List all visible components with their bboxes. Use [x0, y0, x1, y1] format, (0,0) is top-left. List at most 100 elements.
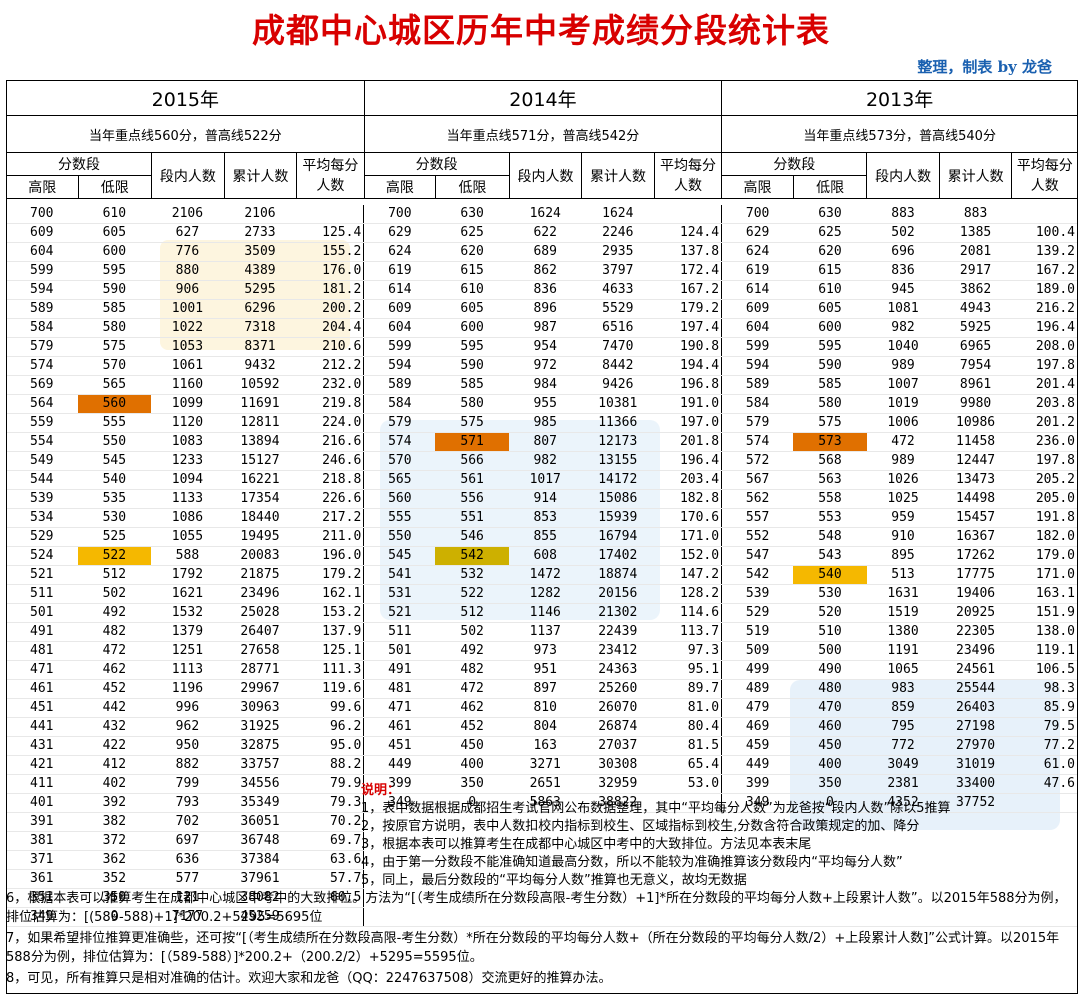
cell-2015-low: 590 [77, 280, 152, 300]
cell-2015-high: 604 [6, 242, 78, 262]
table-row: 411 402 799 34556 79.9 399 350 2651 32959 53.0 399… [6, 774, 1078, 794]
table-row: 381 372 697 36748 69.7 [6, 831, 1078, 851]
cell-2013-in-band: 772 [866, 736, 940, 756]
cell-2015-high: 529 [6, 527, 78, 547]
cell-2014-high: 501 [363, 641, 436, 661]
in-band-header: 段内人数 [866, 152, 940, 199]
cell-2013-high: 700 [721, 205, 794, 224]
cell-2013-high: 562 [721, 489, 794, 509]
cell-2013-in-band: 472 [866, 432, 940, 452]
cell-2013-avg: 100.4 [1011, 223, 1078, 243]
cell-2014-avg [654, 205, 723, 224]
cell-2014-low: 556 [435, 489, 509, 509]
cell-2015-high: 371 [6, 850, 78, 870]
cell-2014-avg: 196.8 [654, 375, 723, 395]
cell-2013-avg: 205.2 [1011, 470, 1078, 490]
cell-2015-avg: 95.0 [296, 736, 365, 756]
cell-2015-low: 362 [77, 850, 152, 870]
cell-2014-high: 511 [363, 622, 436, 642]
cell-2015-high: 569 [6, 375, 78, 395]
cell-2013-high: 609 [721, 299, 794, 319]
cell-2013-low: 500 [793, 641, 867, 661]
notes-area [363, 812, 1078, 927]
cell-2015-in-band: 1233 [151, 451, 224, 471]
cell-2013-cumulative: 24561 [939, 660, 1012, 680]
cell-2014-low: 350 [435, 774, 509, 794]
cell-2013-avg: 79.5 [1011, 717, 1078, 737]
cell-2014-in-band: 973 [508, 641, 582, 661]
cell-2013-in-band: 859 [866, 698, 940, 718]
cell-2015-cumulative: 6296 [223, 299, 297, 319]
low-header: 低限 [77, 175, 153, 199]
cell-2015-avg: 204.4 [296, 318, 365, 338]
cell-2014-cumulative: 26874 [581, 717, 655, 737]
cell-2013-avg: 197.8 [1011, 356, 1078, 376]
cell-2015-cumulative: 38082 [223, 888, 297, 908]
cell-2013-high: 539 [721, 584, 794, 604]
cell-2013-avg: 163.1 [1011, 584, 1078, 604]
cell-2015-cumulative: 9432 [223, 356, 297, 376]
cell-2015-high: 501 [6, 603, 78, 623]
cell-2013-high: 614 [721, 280, 794, 300]
cell-2014-low: 630 [435, 205, 509, 224]
footer-note: 8，可见，所有推算只是相对准确的估计。欢迎大家和龙爸（QQ：2247637508… [6, 971, 612, 986]
table-row: 700 610 2106 2106 700 630 1624 1624 700 630 883 883 [6, 205, 1078, 224]
table-row: 529 525 1055 19495 211.0 550 546 855 16794 171.0 5… [6, 527, 1078, 547]
cell-2014-in-band: 5863 [508, 793, 582, 813]
cell-2014-in-band: 853 [508, 508, 582, 528]
cell-2015-low: 580 [77, 318, 152, 338]
cell-2013-avg: 119.1 [1011, 641, 1078, 661]
cell-2014-avg: 203.4 [654, 470, 723, 490]
cell-2013-high: 547 [721, 546, 794, 566]
cell-2014-cumulative: 2935 [581, 242, 655, 262]
cell-2015-cumulative: 31925 [223, 717, 297, 737]
note-item: 2，按原官方说明，表中人数扣校内指标到校生、区域指标到校生,分数含符合政策规定的… [361, 819, 920, 834]
cell-2015-cumulative: 33757 [223, 755, 297, 775]
cell-2015-in-band: 588 [151, 546, 224, 566]
cell-2015-in-band: 697 [151, 831, 224, 851]
cell-2015-high: 451 [6, 698, 78, 718]
cell-2014-cumulative: 15939 [581, 508, 655, 528]
cell-2013-avg: 139.2 [1011, 242, 1078, 262]
cell-2013-low: 470 [793, 698, 867, 718]
cell-2014-in-band: 3271 [508, 755, 582, 775]
notes-block: 说明： 1，表中数据根据成都招生考试官网公布数据整理，其中“平均每分人数”为龙爸… [361, 782, 1076, 890]
cell-2015-avg: 179.2 [296, 565, 365, 585]
cell-2015-low: 600 [77, 242, 152, 262]
cell-2015-avg: 88.2 [296, 755, 365, 775]
cell-2013-cumulative: 5925 [939, 318, 1012, 338]
year-2013: 2013年 [721, 80, 1078, 116]
cell-2013-in-band: 1025 [866, 489, 940, 509]
cell-2013-in-band: 502 [866, 223, 940, 243]
cell-2014-low: 472 [435, 679, 509, 699]
cell-2015-in-band: 121 [151, 888, 224, 908]
table-row: 361 352 577 37961 57.7 [6, 869, 1078, 889]
cell-2015-cumulative: 36748 [223, 831, 297, 851]
cell-2015-low: 372 [77, 831, 152, 851]
cell-2015-avg: 232.0 [296, 375, 365, 395]
cell-2013-cumulative: 22305 [939, 622, 1012, 642]
cell-2013-low: 400 [793, 755, 867, 775]
avg-header-text: 平均每分人数 [1016, 157, 1073, 194]
cell-2014-in-band: 955 [508, 394, 582, 414]
cell-2015-in-band: 627 [151, 223, 224, 243]
cell-2013-avg: 151.9 [1011, 603, 1078, 623]
cell-2014-cumulative: 6516 [581, 318, 655, 338]
cell-2015-avg: 125.4 [296, 223, 365, 243]
cell-2014-low: 590 [435, 356, 509, 376]
cell-2013-high: 589 [721, 375, 794, 395]
cell-2013-avg: 171.0 [1011, 565, 1078, 585]
table-row: 391 382 702 36051 70.2 [6, 812, 1078, 927]
table-row: 501 492 1532 25028 153.2 521 512 1146 21302 114.6… [6, 603, 1078, 623]
note-item: 5，同上，最后分数段的“平均每分人数”推算也无意义，故均无数据 [361, 873, 747, 888]
cell-2013-in-band: 982 [866, 318, 940, 338]
cell-2014-in-band: 163 [508, 736, 582, 756]
cell-2014-low: 551 [435, 508, 509, 528]
cell-2015-cumulative: 15127 [223, 451, 297, 471]
low-header: 低限 [792, 175, 868, 199]
cell-2014-low: 462 [435, 698, 509, 718]
cell-2013-high: 479 [721, 698, 794, 718]
cell-2014-high: 565 [363, 470, 436, 490]
cell-2014-avg: 197.4 [654, 318, 723, 338]
cell-2014-cumulative: 26070 [581, 698, 655, 718]
